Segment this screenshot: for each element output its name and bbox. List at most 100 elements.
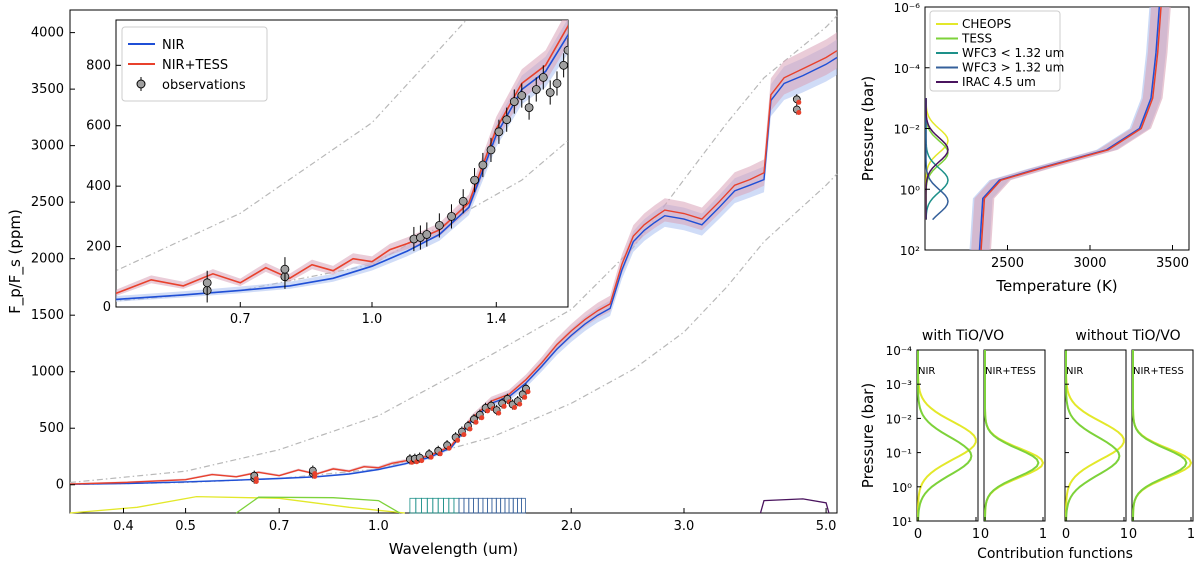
y-tick-label: 1000 bbox=[31, 365, 64, 380]
contrib-y-tick-label-right: 10⁻³ bbox=[1034, 378, 1061, 392]
inset-observation-point bbox=[559, 60, 568, 70]
x-tick-label: 5.0 bbox=[816, 519, 837, 534]
inset-observation-point bbox=[552, 79, 562, 88]
wfc3-bin bbox=[458, 497, 465, 514]
wfc3-bin bbox=[491, 497, 497, 514]
inset-observation-point bbox=[202, 278, 212, 288]
contrib-y-tick-label: 10⁻² bbox=[886, 412, 913, 426]
inset-observation-point bbox=[494, 127, 504, 137]
main-y-axis-label: F_p/F_s (ppm) bbox=[6, 209, 25, 314]
wfc3-bin bbox=[432, 497, 439, 514]
tp-x-tick-label: 2500 bbox=[991, 256, 1024, 271]
model-point bbox=[419, 458, 425, 464]
contrib-y-tick-label: 10⁻³ bbox=[886, 378, 913, 392]
wfc3-bin bbox=[517, 497, 522, 514]
model-point bbox=[496, 410, 502, 416]
contrib-curve-tess bbox=[984, 350, 1040, 521]
wfc3-bin bbox=[453, 497, 460, 514]
wfc3-bin bbox=[521, 497, 526, 514]
model-point bbox=[437, 451, 443, 457]
x-tick-label: 2.0 bbox=[561, 519, 582, 534]
wfc3-bin bbox=[482, 497, 488, 514]
model-point bbox=[512, 405, 518, 410]
wfc3-bin bbox=[495, 497, 501, 514]
model-point bbox=[501, 403, 507, 409]
model-point bbox=[485, 408, 491, 414]
response-curve-irac-4-5-um bbox=[759, 498, 830, 514]
model-point bbox=[517, 401, 523, 407]
contrib-y-tick-label: 10⁻¹ bbox=[886, 447, 913, 461]
contrib-curve-tess bbox=[917, 350, 973, 522]
tp-y-tick-label: 10⁻⁴ bbox=[894, 62, 921, 76]
inset-observation-point bbox=[434, 220, 444, 230]
wfc3-bin bbox=[477, 497, 484, 514]
model-point bbox=[796, 110, 802, 115]
inset-y-tick-label: 800 bbox=[86, 58, 111, 73]
contrib-x-tick-label: 0 bbox=[1062, 527, 1070, 542]
legend-label: IRAC 4.5 um bbox=[962, 75, 1036, 89]
wfc3-bin bbox=[415, 497, 422, 514]
inset-legend-box bbox=[121, 26, 268, 102]
x-tick-label: 1.0 bbox=[368, 519, 389, 534]
tp-x-tick-label: 3000 bbox=[1073, 256, 1106, 271]
model-point bbox=[525, 389, 531, 395]
wfc3-bin bbox=[468, 497, 474, 514]
wfc3-bin bbox=[443, 497, 450, 514]
y-tick-label: 500 bbox=[39, 421, 64, 436]
inset-series-line bbox=[116, 24, 568, 295]
contrib-y-tick-label-right: 10⁰ bbox=[1040, 481, 1060, 495]
y-tick-label: 3500 bbox=[31, 82, 64, 97]
tp-contribution-curve bbox=[925, 98, 949, 220]
contrib-title-with: with TiO/VO bbox=[922, 328, 1004, 344]
model-point bbox=[467, 426, 473, 432]
contrib-title-without: without TiO/VO bbox=[1075, 328, 1180, 344]
inset-observation-point bbox=[531, 85, 541, 94]
contrib-panel-frame bbox=[983, 349, 1046, 522]
y-tick-label: 1500 bbox=[31, 308, 64, 323]
legend-label: CHEOPS bbox=[962, 17, 1011, 31]
wfc3-bin bbox=[504, 497, 510, 514]
inset-series-line bbox=[116, 33, 568, 301]
tp-y-tick-label: 10⁻⁶ bbox=[894, 1, 921, 15]
inset-observation-point bbox=[517, 91, 527, 100]
inset-observation-point bbox=[545, 88, 555, 97]
model-point bbox=[455, 437, 461, 443]
inset-observation-point bbox=[447, 211, 456, 221]
wfc3-bin bbox=[463, 497, 470, 514]
tp-y-tick-label: 10⁰ bbox=[900, 183, 920, 197]
contrib-y-tick-label: 10⁰ bbox=[892, 481, 912, 495]
x-tick-label: 3.0 bbox=[674, 519, 695, 534]
response-curve-tess bbox=[235, 496, 401, 514]
inset-legend: NIR NIR+TESS observations bbox=[121, 26, 268, 102]
wfc3-bin bbox=[448, 497, 455, 514]
contrib-y-tick-label-right: 10⁻⁴ bbox=[1034, 344, 1061, 358]
tp-profile-chart: 2500 3000 3500 10⁻⁶ 10⁻⁴ 10⁻² 10⁰ 10² Temperatur… bbox=[859, 1, 1190, 295]
legend-label: NIR+TESS bbox=[162, 58, 228, 73]
contrib-panel-frame bbox=[1064, 349, 1127, 522]
wfc3-bin bbox=[437, 497, 444, 514]
tp-legend-box bbox=[929, 10, 1061, 92]
contrib-panel-frame bbox=[1131, 349, 1194, 522]
contrib-y-tick-label: 10⁻⁴ bbox=[886, 344, 913, 358]
inset-y-tick-label: 600 bbox=[86, 119, 111, 134]
contrib-panel-frame bbox=[916, 349, 979, 522]
contrib-panel-label: NIR+TESS bbox=[1133, 366, 1184, 377]
inset-observation-point bbox=[478, 160, 488, 170]
inset-y-tick-label: 200 bbox=[86, 240, 111, 255]
model-point bbox=[796, 99, 802, 105]
inset-observation-point bbox=[486, 145, 496, 155]
tp-y-tick-label: 10² bbox=[900, 244, 920, 258]
model-point bbox=[522, 394, 528, 400]
reference-line-upper bbox=[69, 15, 838, 484]
inset-observation-point bbox=[524, 103, 534, 112]
tp-band bbox=[971, 7, 1171, 250]
wfc3-bin bbox=[426, 497, 434, 514]
contrib-panel-label: NIR bbox=[1066, 366, 1083, 377]
inset-observation-point bbox=[280, 264, 290, 274]
inset-x-tick-label: 1.4 bbox=[486, 312, 507, 327]
model-point bbox=[461, 432, 467, 438]
y-tick-label: 2500 bbox=[31, 195, 64, 210]
contrib-y-tick-label-right: 10¹ bbox=[1040, 515, 1060, 529]
contrib-y-tick-label-right: 10⁻² bbox=[1034, 412, 1061, 426]
